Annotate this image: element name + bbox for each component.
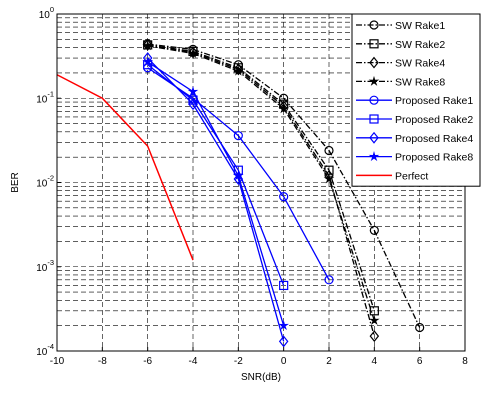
legend-marker (369, 95, 379, 105)
data-point (324, 275, 334, 285)
data-point (369, 225, 379, 236)
data-point (415, 322, 425, 333)
x-tick-label: 0 (281, 356, 287, 367)
x-tick-label: -8 (98, 356, 107, 367)
series-line (147, 45, 375, 321)
legend-marker (368, 75, 380, 86)
x-tick-label: 6 (417, 356, 423, 367)
legend-marker (369, 39, 379, 49)
data-point (233, 131, 243, 141)
x-tick-label: -2 (234, 356, 243, 367)
series-line (147, 64, 285, 286)
y-tick-label: 100 (39, 5, 54, 21)
data-point (187, 47, 199, 58)
data-point (278, 103, 289, 114)
data-point (369, 306, 379, 316)
x-tick-label: -10 (50, 356, 65, 367)
legend: SW Rake1 SW Rake2 SW Rake4 SW Rake8 Proposed… (351, 13, 481, 187)
data-point (142, 38, 153, 51)
y-tick-label: 10-3 (36, 258, 54, 274)
legend-label: Proposed Rake8 (395, 152, 473, 164)
y-tick-label: 10-2 (36, 174, 54, 190)
x-tick-label: 2 (326, 356, 332, 367)
y-tick-label: 10-1 (36, 89, 54, 105)
series-8 (142, 56, 289, 331)
data-point (279, 192, 289, 202)
data-point (233, 173, 244, 185)
legend-label: Proposed Rake1 (395, 95, 473, 107)
series-4 (142, 40, 380, 326)
tick-labels: -10 -8 -6 -4 -2 0 2 4 6 8 100 10-1 10-2 10-3 10-4 (36, 5, 468, 367)
legend-label: Proposed Rake2 (395, 114, 473, 126)
x-axis-label: SNR(dB) (241, 372, 281, 383)
legend-marker (368, 151, 380, 162)
data-point (187, 86, 199, 97)
data-point (142, 56, 153, 67)
legend-marker (369, 56, 379, 69)
x-tick-label: 8 (462, 356, 468, 367)
legend-label: SW Rake2 (395, 39, 445, 51)
series-6 (143, 60, 289, 291)
x-tick-label: -4 (189, 356, 198, 367)
data-point (369, 330, 380, 343)
x-tick-label: -6 (143, 356, 152, 367)
data-point (278, 335, 289, 348)
data-point (188, 46, 198, 59)
legend-label: Proposed Rake4 (395, 133, 473, 145)
legend-marker (369, 131, 379, 144)
series-3 (142, 38, 380, 343)
series-layer (56, 38, 425, 348)
series-line (56, 74, 194, 261)
legend-label: Perfect (395, 170, 428, 182)
legend-marker (369, 20, 379, 30)
data-point (369, 314, 380, 326)
data-point (233, 63, 244, 76)
legend-label: SW Rake8 (395, 76, 445, 88)
legend-marker (369, 114, 379, 124)
series-line (147, 43, 421, 328)
data-point (233, 170, 244, 181)
series-line (147, 44, 375, 337)
data-point (233, 65, 244, 76)
y-axis-label: BER (10, 172, 21, 193)
data-point (278, 100, 289, 113)
legend-label: SW Rake1 (395, 20, 445, 32)
legend-label: SW Rake4 (395, 58, 445, 70)
data-point (323, 173, 335, 184)
data-point (278, 320, 289, 331)
data-point (324, 145, 334, 156)
series-line (147, 44, 375, 311)
data-point (142, 40, 153, 51)
series-line (147, 61, 285, 326)
series-9 (56, 74, 194, 261)
data-point (279, 280, 289, 291)
y-tick-label: 10-4 (36, 342, 54, 358)
series-line (147, 57, 285, 342)
x-tick-label: 4 (372, 356, 378, 367)
series-7 (142, 52, 289, 348)
data-point (188, 98, 198, 111)
